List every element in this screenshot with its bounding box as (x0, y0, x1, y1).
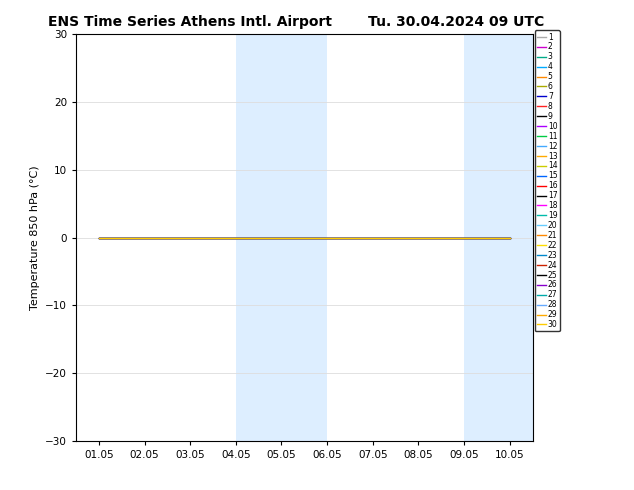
Legend: 1, 2, 3, 4, 5, 6, 7, 8, 9, 10, 11, 12, 13, 14, 15, 16, 17, 18, 19, 20, 21, 22, 2: 1, 2, 3, 4, 5, 6, 7, 8, 9, 10, 11, 12, 1… (535, 30, 560, 331)
Bar (236, 34, 327, 441)
Text: ENS Time Series Athens Intl. Airport: ENS Time Series Athens Intl. Airport (48, 15, 332, 29)
Text: Tu. 30.04.2024 09 UTC: Tu. 30.04.2024 09 UTC (368, 15, 545, 29)
Y-axis label: Temperature 850 hPa (°C): Temperature 850 hPa (°C) (30, 165, 39, 310)
Bar (464, 34, 555, 441)
